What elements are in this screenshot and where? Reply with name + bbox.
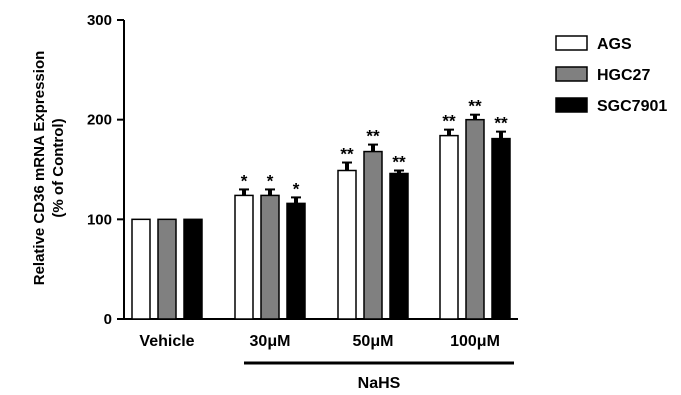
legend-swatch-sgc7901 (555, 97, 588, 113)
significance-marker: * (267, 171, 274, 190)
category-label: 30μM (250, 333, 291, 350)
legend-label-sgc7901: SGC7901 (597, 98, 667, 115)
significance-marker: * (241, 171, 248, 190)
significance-marker: ** (366, 127, 380, 146)
y-tick-label: 300 (87, 12, 112, 29)
legend-swatch-ags (555, 35, 588, 51)
legend-label-ags: AGS (597, 36, 632, 53)
bar-hgc27-2 (363, 150, 383, 320)
y-tick-label: 200 (87, 112, 112, 129)
bar-sgc7901-2 (389, 172, 409, 320)
y-tick-label: 0 (104, 311, 112, 328)
legend-swatch-hgc27 (555, 66, 588, 82)
group-label: NaHS (358, 375, 401, 392)
bars: *************** (131, 97, 511, 320)
y-axis-ticks: 0 100 200 300 (87, 12, 124, 328)
y-axis-title: Relative CD36 mRNA Expression (% of Cont… (31, 51, 67, 286)
significance-marker: ** (494, 114, 508, 133)
bar-sgc7901-3 (491, 137, 511, 320)
y-axis-title-line1: Relative CD36 mRNA Expression (31, 51, 48, 286)
category-labels: Vehicle 30μM 50μM 100μM (139, 333, 499, 350)
category-label: 100μM (450, 333, 500, 350)
legend: AGS HGC27 SGC7901 (555, 35, 667, 115)
bar-ags-0 (131, 218, 151, 320)
bar-ags-2 (337, 169, 357, 320)
y-tick-label: 100 (87, 211, 112, 228)
bar-hgc27-3 (465, 118, 485, 320)
bar-sgc7901-0 (183, 218, 203, 320)
category-label: 50μM (353, 333, 394, 350)
bar-sgc7901-1 (286, 202, 306, 320)
category-label: Vehicle (139, 333, 194, 350)
significance-marker: ** (340, 145, 354, 164)
bar-hgc27-1 (260, 194, 280, 320)
significance-marker: ** (468, 97, 482, 116)
bar-ags-3 (439, 134, 459, 320)
significance-marker: ** (442, 112, 456, 131)
y-axis-title-line2: (% of Control) (50, 118, 67, 217)
bar-ags-1 (234, 194, 254, 320)
significance-marker: * (293, 179, 300, 198)
significance-marker: ** (392, 152, 406, 171)
bar-hgc27-0 (157, 218, 177, 320)
legend-label-hgc27: HGC27 (597, 67, 650, 84)
